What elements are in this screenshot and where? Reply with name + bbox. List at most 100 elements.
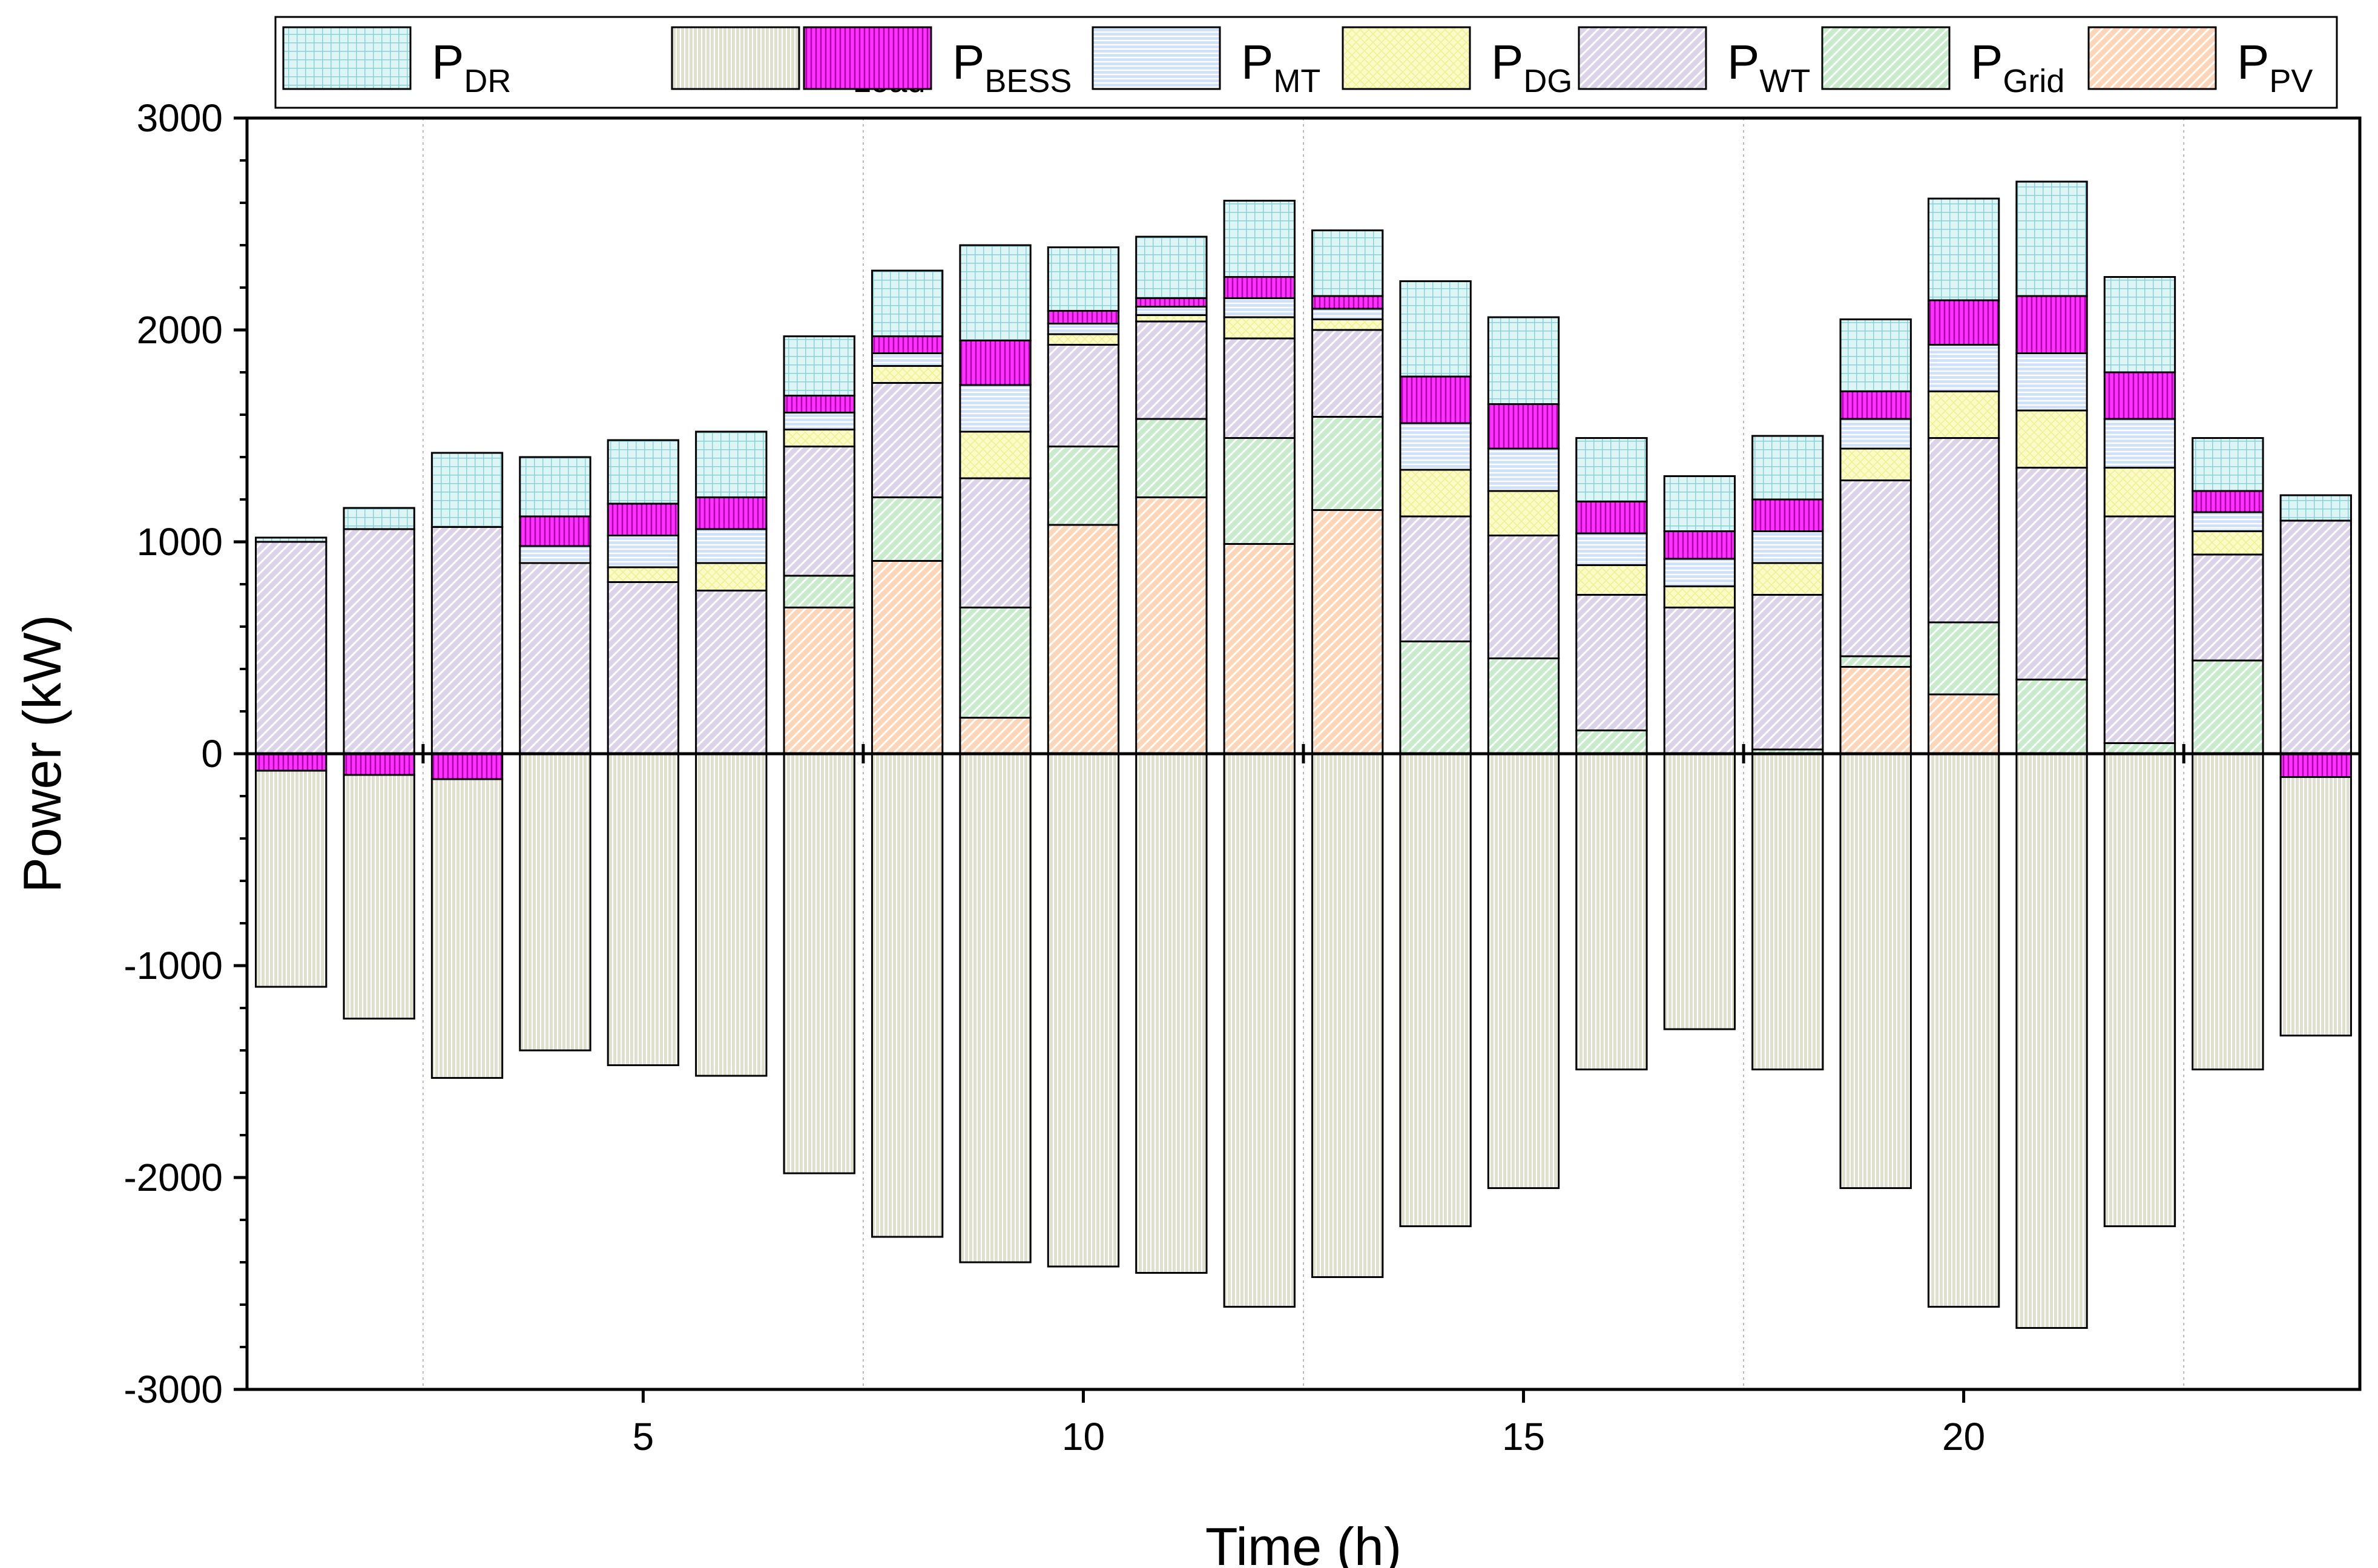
bar-bess-h20 bbox=[1927, 299, 2000, 346]
bar-dr-h15 bbox=[1487, 316, 1560, 405]
bar-dr-h24 bbox=[2279, 494, 2352, 522]
bar-load-h23 bbox=[2192, 753, 2264, 1070]
bar-grid-h11 bbox=[1135, 418, 1208, 498]
bar-wt-h9 bbox=[959, 477, 1032, 608]
bar-mt-h4 bbox=[519, 545, 591, 564]
bar-bess-h11 bbox=[1135, 297, 1208, 308]
bar-dg-h5 bbox=[607, 566, 680, 583]
legend-swatch-wt bbox=[1578, 26, 1707, 90]
bar-dg-h22 bbox=[2103, 467, 2176, 518]
x-tick-label: 5 bbox=[633, 1415, 654, 1458]
bar-grid-h15 bbox=[1487, 657, 1560, 755]
y-tick-label: 1000 bbox=[137, 520, 223, 564]
legend-label-mt: PMT bbox=[1241, 35, 1320, 99]
bar-wt-h20 bbox=[1927, 437, 2000, 624]
bar-pv-h19 bbox=[1839, 666, 1912, 755]
bar-pv-h12 bbox=[1223, 543, 1296, 755]
legend-swatch-grid bbox=[1821, 26, 1951, 90]
bar-load-h14 bbox=[1399, 753, 1472, 1227]
bar-load-h22 bbox=[2103, 753, 2176, 1227]
bar-dg-h20 bbox=[1927, 390, 2000, 439]
bar-load-h8 bbox=[871, 753, 944, 1238]
bar-mt-h13 bbox=[1311, 308, 1384, 320]
bar-bess-h8 bbox=[871, 335, 944, 354]
bars bbox=[255, 180, 2352, 1329]
bar-grid-h22 bbox=[2103, 742, 2176, 755]
bar-grid-h9 bbox=[959, 607, 1032, 719]
bar-mt-h5 bbox=[607, 535, 680, 568]
bar-grid-h20 bbox=[1927, 621, 2000, 696]
bar-mt-h16 bbox=[1575, 532, 1648, 566]
bar-bess-h22 bbox=[2103, 371, 2176, 420]
bar-bess-h4 bbox=[519, 515, 591, 547]
bar-dr-h9 bbox=[959, 244, 1032, 341]
bar-bess-h14 bbox=[1399, 375, 1472, 424]
bar-dr-h20 bbox=[1927, 197, 2000, 301]
bar-dr-h23 bbox=[2192, 437, 2264, 492]
bar-grid-h10 bbox=[1047, 446, 1120, 526]
bar-pv-h9 bbox=[959, 717, 1032, 755]
x-axis-title: Time (h) bbox=[1205, 1517, 1401, 1568]
bar-load-h2 bbox=[343, 774, 415, 1020]
bar-wt-h15 bbox=[1487, 535, 1560, 659]
bar-grid-h23 bbox=[2192, 659, 2264, 755]
bar-load-h10 bbox=[1047, 753, 1120, 1268]
bar-bess-h13 bbox=[1311, 295, 1384, 310]
bar-mt-h17 bbox=[1663, 558, 1736, 587]
bar-load-h17 bbox=[1663, 753, 1736, 1030]
y-axis-title: Power (kW) bbox=[12, 614, 72, 893]
bar-dr-h11 bbox=[1135, 236, 1208, 299]
bar-wt-h18 bbox=[1751, 594, 1824, 751]
bar-pv-h10 bbox=[1047, 524, 1120, 755]
bar-load-h20 bbox=[1927, 753, 2000, 1308]
legend-swatch-load bbox=[671, 26, 800, 90]
bar-bess-h21 bbox=[2015, 295, 2088, 354]
legend-swatch-bess bbox=[803, 26, 932, 90]
legend-swatch-dg bbox=[1342, 26, 1471, 90]
bar-wt-h1 bbox=[255, 541, 328, 755]
bar-wt-h5 bbox=[607, 581, 680, 755]
bar-dr-h4 bbox=[519, 456, 591, 518]
bar-bess-h16 bbox=[1575, 501, 1648, 535]
bar-grid-h13 bbox=[1311, 416, 1384, 511]
legend-swatch-dr bbox=[282, 26, 412, 90]
bar-grid-h12 bbox=[1223, 437, 1296, 545]
bar-bess-h2 bbox=[343, 753, 415, 776]
bar-mt-h9 bbox=[959, 384, 1032, 433]
bar-load-h19 bbox=[1839, 753, 1912, 1189]
bar-load-h15 bbox=[1487, 753, 1560, 1189]
bar-wt-h8 bbox=[871, 382, 944, 498]
bar-load-h11 bbox=[1135, 753, 1208, 1274]
bar-grid-h16 bbox=[1575, 730, 1648, 755]
bar-dg-h16 bbox=[1575, 564, 1648, 596]
bar-pv-h13 bbox=[1311, 509, 1384, 755]
bar-wt-h23 bbox=[2192, 553, 2264, 662]
y-tick-label: 3000 bbox=[137, 96, 223, 140]
bar-grid-h8 bbox=[871, 496, 944, 562]
bar-dr-h19 bbox=[1839, 318, 1912, 392]
bar-wt-h21 bbox=[2015, 467, 2088, 680]
bar-wt-h14 bbox=[1399, 515, 1472, 642]
bar-dg-h23 bbox=[2192, 530, 2264, 556]
legend-label-dg: PDG bbox=[1491, 35, 1572, 99]
bar-dr-h2 bbox=[343, 507, 415, 530]
bar-load-h18 bbox=[1751, 753, 1824, 1070]
bar-load-h12 bbox=[1223, 753, 1296, 1308]
bar-pv-h11 bbox=[1135, 496, 1208, 755]
bar-dr-h5 bbox=[607, 439, 680, 505]
y-tick-label: -1000 bbox=[124, 944, 223, 987]
y-tick-label: -3000 bbox=[124, 1368, 223, 1411]
bar-wt-h16 bbox=[1575, 594, 1648, 731]
bar-load-h6 bbox=[695, 753, 768, 1077]
bar-dr-h14 bbox=[1399, 280, 1472, 378]
bar-dr-h8 bbox=[871, 269, 944, 337]
bar-dg-h12 bbox=[1223, 316, 1296, 340]
bar-dr-h1 bbox=[255, 536, 328, 543]
bar-dg-h21 bbox=[2015, 409, 2088, 469]
bar-bess-h19 bbox=[1839, 390, 1912, 420]
legend-frame bbox=[274, 16, 2338, 109]
bar-dg-h15 bbox=[1487, 490, 1560, 536]
bar-dg-h19 bbox=[1839, 447, 1912, 481]
bar-wt-h11 bbox=[1135, 320, 1208, 420]
